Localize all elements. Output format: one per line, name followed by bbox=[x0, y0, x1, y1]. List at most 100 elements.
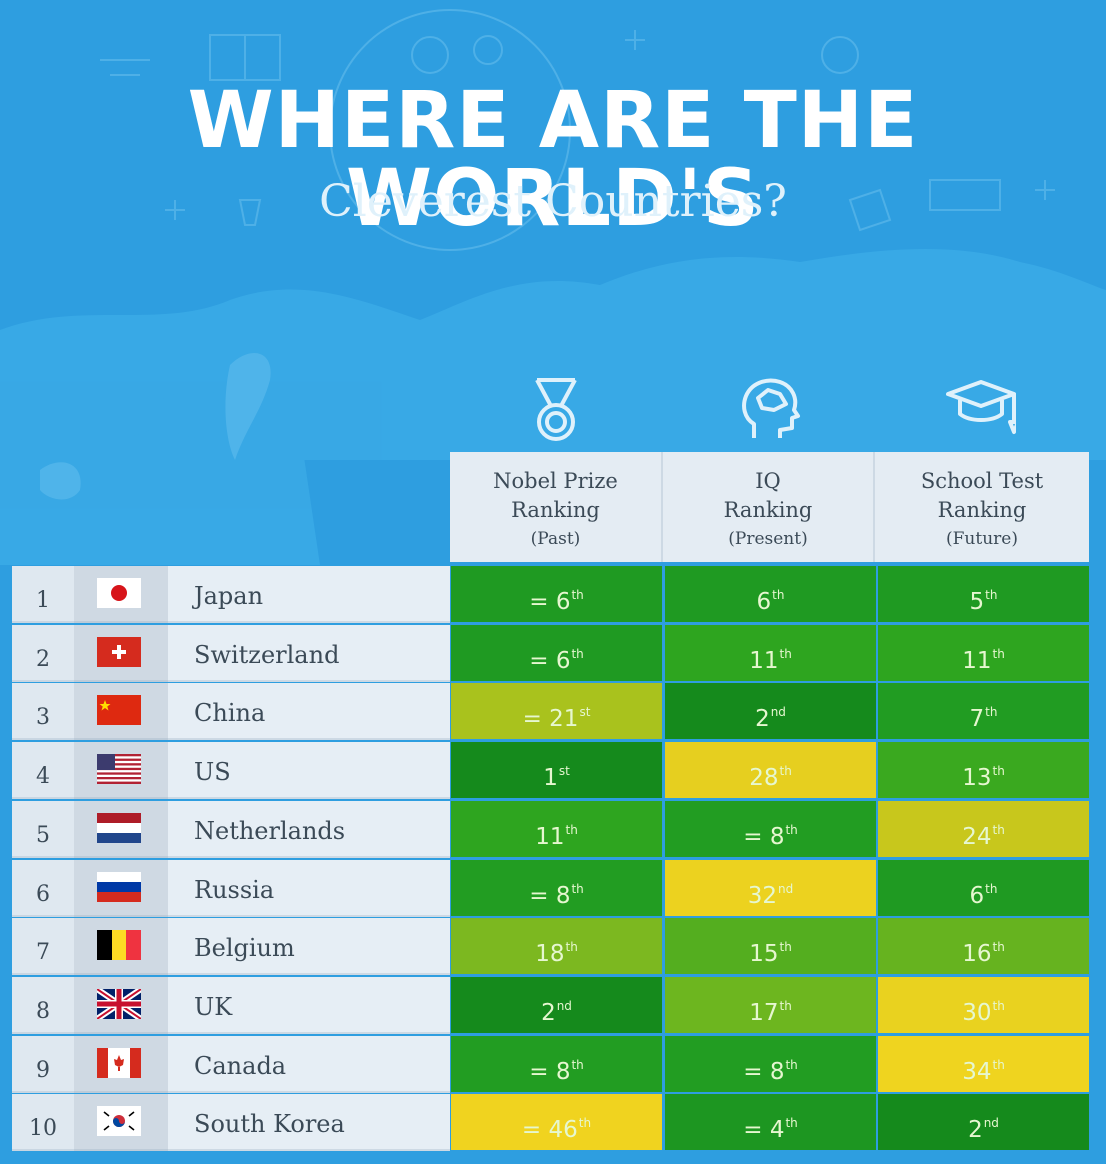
rank-value: = 8 bbox=[529, 882, 571, 909]
medal-icon bbox=[535, 378, 577, 441]
rank-value: 11 bbox=[962, 647, 992, 674]
country-name: US bbox=[168, 742, 450, 800]
rank-value: 5 bbox=[969, 589, 985, 615]
rank-value: 32 bbox=[747, 882, 778, 909]
rank-suffix: th bbox=[785, 1116, 798, 1131]
table-row: 7 Belgium 18th 15th 16th bbox=[12, 918, 1089, 976]
rank-value: 15 bbox=[749, 941, 779, 968]
rank-suffix: th bbox=[985, 881, 998, 896]
flag-cell bbox=[74, 800, 168, 858]
rank-suffix: nd bbox=[778, 881, 794, 896]
rank-suffix: th bbox=[985, 705, 998, 720]
school-rank-cell: 34th bbox=[878, 1035, 1089, 1092]
rank-value: = 8 bbox=[743, 1058, 785, 1085]
flag-cell bbox=[74, 566, 168, 623]
rank-suffix: th bbox=[779, 940, 792, 955]
rank-suffix: th bbox=[985, 588, 998, 602]
table-row: 10 South Korea = 46th = 4th 2nd bbox=[12, 1094, 1089, 1152]
flag-cell bbox=[74, 683, 168, 741]
column-header-line2: Ranking bbox=[723, 498, 813, 522]
country-name: Canada bbox=[168, 1035, 450, 1093]
rank-value: 7 bbox=[969, 706, 985, 733]
south-korea-flag-icon bbox=[97, 1106, 141, 1137]
table-row: 6 Russia = 8th 32nd 6th bbox=[12, 859, 1089, 917]
country-name: South Korea bbox=[168, 1094, 450, 1152]
rank-suffix: th bbox=[992, 764, 1005, 779]
rank-suffix: th bbox=[785, 822, 798, 837]
iq-rank-cell: 17th bbox=[665, 976, 876, 1033]
nobel-rank-cell: 2nd bbox=[451, 976, 662, 1033]
column-header-line1: Nobel Prize bbox=[493, 469, 618, 493]
rank-suffix: st bbox=[579, 705, 591, 720]
column-header-nobel: Nobel Prize Ranking (Past) bbox=[450, 452, 663, 562]
country-name: Belgium bbox=[168, 918, 450, 976]
page-title: WHERE ARE THE WORLD'S bbox=[187, 76, 919, 244]
china-flag-icon bbox=[97, 695, 141, 726]
column-header-line2: Ranking bbox=[511, 498, 600, 522]
country-name: Russia bbox=[168, 859, 450, 917]
rank-number: 4 bbox=[12, 742, 74, 800]
netherlands-flag-icon bbox=[97, 812, 141, 843]
school-rank-cell: 24th bbox=[878, 800, 1089, 857]
rank-value: 1 bbox=[543, 765, 558, 792]
nobel-rank-cell: 18th bbox=[451, 918, 662, 975]
flag-cell bbox=[74, 1035, 168, 1093]
canada-flag-icon bbox=[97, 1047, 141, 1078]
iq-rank-cell: 32nd bbox=[665, 859, 876, 916]
rank-number: 1 bbox=[12, 566, 74, 623]
iq-rank-cell: 2nd bbox=[665, 683, 876, 740]
nobel-rank-cell: = 21st bbox=[451, 683, 662, 740]
rank-number: 5 bbox=[12, 800, 74, 858]
iq-rank-cell: 28th bbox=[665, 742, 876, 799]
us-flag-icon bbox=[97, 754, 141, 785]
country-name: Switzerland bbox=[168, 624, 450, 682]
table-row: 5 Netherlands 11th = 8th 24th bbox=[12, 800, 1089, 858]
rank-suffix: nd bbox=[770, 705, 786, 720]
brain-head-icon bbox=[742, 378, 800, 438]
column-header-line2: Ranking bbox=[937, 498, 1027, 522]
rank-value: 13 bbox=[962, 765, 992, 792]
rank-value: = 21 bbox=[522, 706, 579, 733]
rank-suffix: th bbox=[571, 646, 584, 661]
rank-value: = 8 bbox=[743, 823, 785, 850]
rank-value: 34 bbox=[962, 1058, 992, 1085]
school-rank-cell: 30th bbox=[878, 976, 1089, 1033]
rank-suffix: th bbox=[785, 1057, 798, 1072]
rank-suffix: th bbox=[779, 998, 792, 1013]
nobel-rank-cell: 1st bbox=[451, 742, 662, 799]
table-row: 1 Japan = 6th 6th 5th bbox=[12, 566, 1089, 623]
iq-rank-cell: = 8th bbox=[665, 1035, 876, 1092]
column-header-sub: (Present) bbox=[728, 529, 808, 549]
rank-suffix: th bbox=[992, 1057, 1005, 1072]
rank-number: 3 bbox=[12, 683, 74, 741]
rank-value: 2 bbox=[541, 999, 556, 1026]
rank-suffix: th bbox=[772, 588, 785, 602]
flag-cell bbox=[74, 976, 168, 1034]
uk-flag-icon bbox=[97, 988, 141, 1019]
flag-cell bbox=[74, 918, 168, 976]
rank-suffix: nd bbox=[556, 998, 572, 1013]
country-name: UK bbox=[168, 976, 450, 1034]
table-row: 3 China = 21st 2nd 7th bbox=[12, 683, 1089, 741]
rank-number: 9 bbox=[12, 1035, 74, 1093]
school-rank-cell: 7th bbox=[878, 683, 1089, 740]
column-header-line1: IQ bbox=[755, 469, 781, 493]
rank-suffix: th bbox=[578, 1116, 592, 1131]
page-subtitle: Cleverest Countries? bbox=[319, 176, 787, 227]
japan-flag-icon bbox=[97, 578, 141, 608]
rank-value: = 6 bbox=[529, 589, 571, 615]
rank-number: 7 bbox=[12, 918, 74, 976]
russia-flag-icon bbox=[97, 871, 141, 902]
rank-suffix: th bbox=[992, 940, 1005, 955]
column-header-sub: (Future) bbox=[946, 529, 1018, 549]
rank-suffix: th bbox=[565, 822, 578, 837]
table-row: 2 Switzerland = 6th 11th 11th bbox=[12, 624, 1089, 682]
iq-rank-cell: 11th bbox=[665, 624, 876, 681]
rank-value: 11 bbox=[535, 823, 565, 850]
rank-value: = 4 bbox=[743, 1117, 785, 1144]
flag-cell bbox=[74, 624, 168, 682]
country-name: Japan bbox=[168, 566, 450, 623]
column-header-line1: School Test bbox=[920, 469, 1044, 493]
rank-value: 6 bbox=[969, 882, 985, 909]
rank-suffix: st bbox=[558, 764, 570, 779]
